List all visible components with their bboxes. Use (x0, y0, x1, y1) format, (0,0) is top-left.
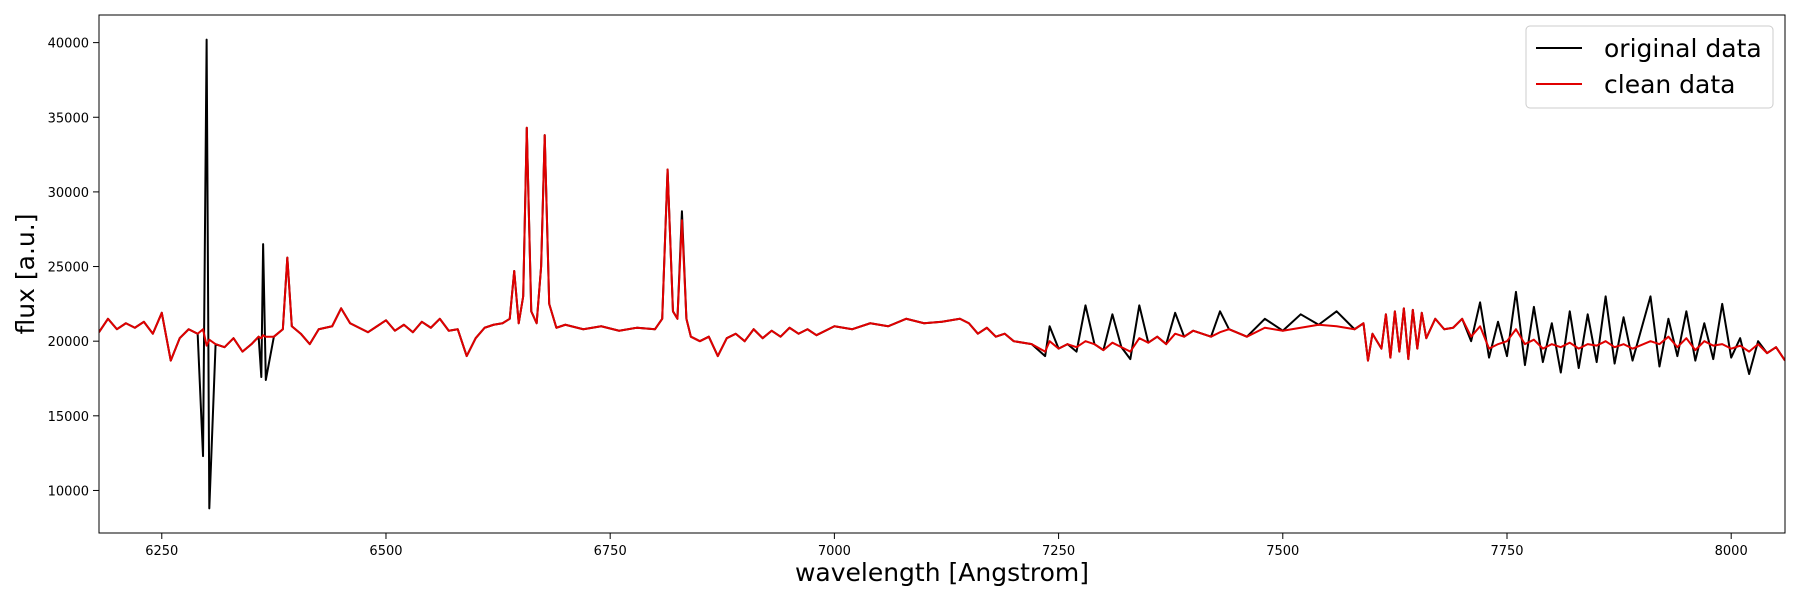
x-tick-label: 6500 (369, 544, 402, 559)
x-tick-label: 7500 (1266, 544, 1299, 559)
y-axis-label: flux [a.u.] (11, 214, 40, 335)
y-tick-label: 20000 (48, 335, 89, 350)
y-tick-label: 30000 (48, 186, 89, 201)
x-axis-label: wavelength [Angstrom] (795, 558, 1089, 587)
x-tick-label: 8000 (1715, 544, 1748, 559)
plot-frame (98, 14, 1786, 534)
y-tick-label: 35000 (48, 111, 89, 126)
legend-box (1525, 25, 1774, 109)
legend-label: clean data (1604, 70, 1736, 99)
x-tick-label: 7000 (818, 544, 851, 559)
y-tick-label: 25000 (48, 261, 89, 276)
x-tick-label: 6250 (145, 544, 178, 559)
x-tick-label: 7250 (1042, 544, 1075, 559)
x-tick-label: 7750 (1490, 544, 1523, 559)
series-line (99, 126, 1785, 362)
x-tick-label: 6750 (594, 544, 627, 559)
y-tick-label: 10000 (48, 484, 89, 499)
legend-label: original data (1604, 34, 1762, 63)
y-tick-label: 40000 (48, 37, 89, 52)
y-tick-label: 15000 (48, 410, 89, 425)
